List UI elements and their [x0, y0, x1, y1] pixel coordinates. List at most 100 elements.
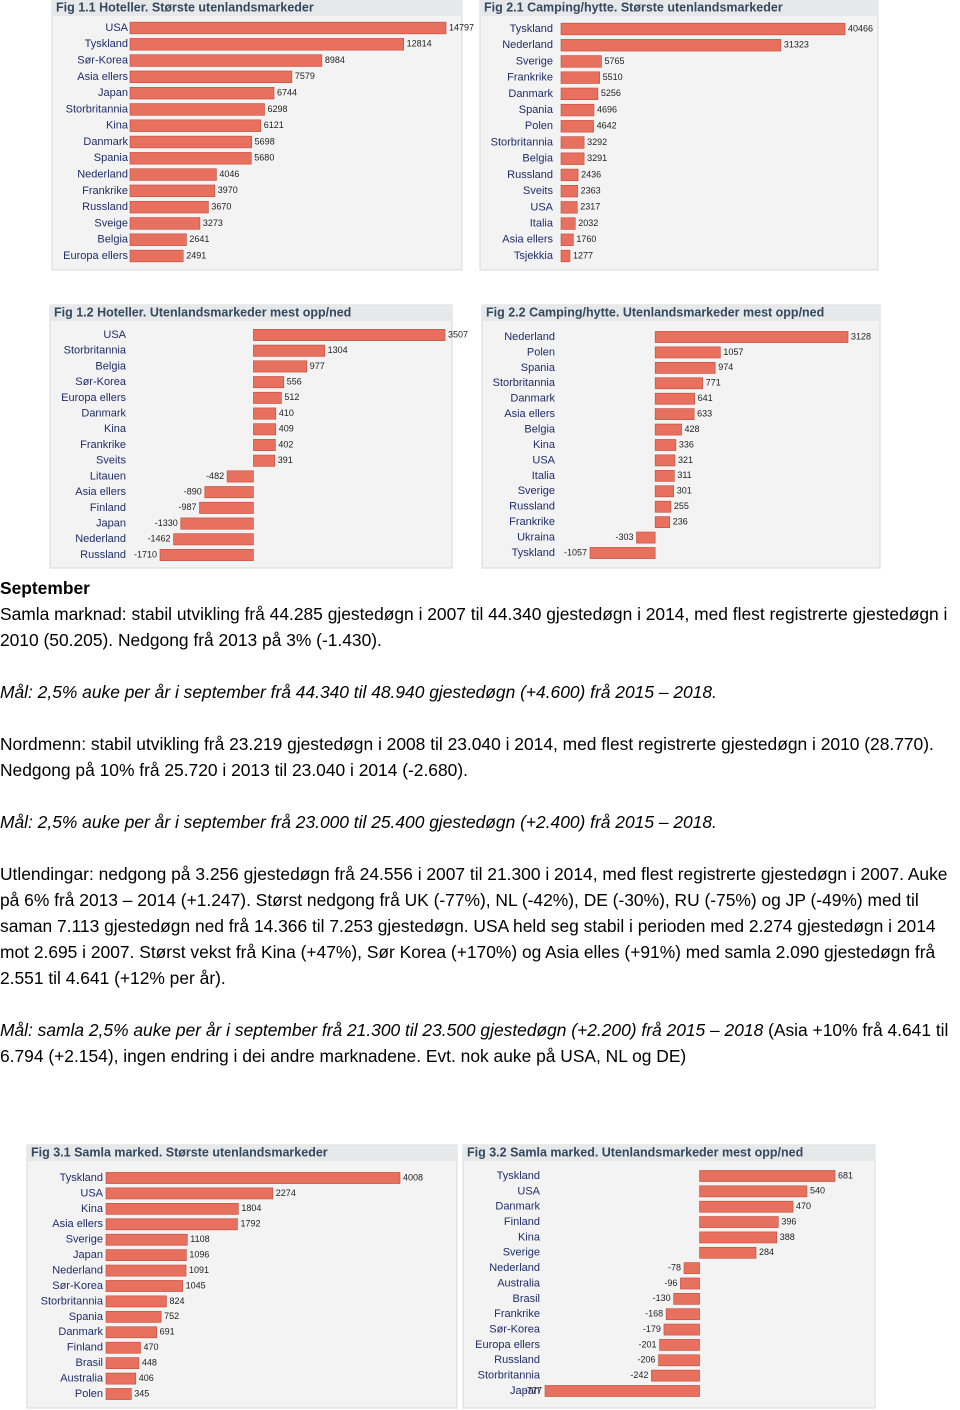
bar: [105, 1372, 137, 1385]
title-band: [463, 1145, 875, 1161]
bar: [105, 1295, 167, 1308]
value-label: 3292: [587, 137, 607, 147]
text-run: Utlendingar: nedgong på 3.256 gjestedøgn…: [0, 864, 948, 988]
value-label: -242: [630, 1370, 648, 1380]
value-label: 681: [838, 1170, 853, 1180]
category-label: Belgia: [95, 360, 126, 372]
text-run: Mål: 2,5% auke per år i september frå 23…: [0, 812, 717, 832]
category-label: Spania: [94, 152, 129, 164]
category-label: USA: [532, 454, 555, 466]
category-label: Italia: [530, 217, 554, 229]
value-label: 2363: [581, 186, 601, 196]
value-label: 771: [706, 378, 721, 388]
category-label: Belgia: [97, 234, 128, 246]
category-label: Danmark: [495, 1201, 540, 1213]
value-label: 3273: [203, 218, 223, 228]
value-label: 1057: [723, 347, 743, 357]
category-label: Nederland: [77, 168, 128, 180]
category-label: Australia: [497, 1277, 541, 1289]
category-label: Sverige: [66, 1234, 103, 1246]
bar: [105, 1388, 132, 1400]
chart: Fig 1.1 Hoteller. Største utenlandsmarke…: [51, 0, 474, 271]
text-run: Nordmenn: stabil utvikling frå 23.219 gj…: [0, 734, 934, 780]
category-label: Storbritannia: [478, 1370, 541, 1382]
chart: Fig 1.2 Hoteller. Utenlandsmarkeder mest…: [49, 304, 468, 569]
category-label: Kina: [518, 1231, 541, 1243]
paragraph: Mål: 2,5% auke per år i september frå 44…: [0, 679, 958, 705]
bar: [654, 516, 671, 528]
category-label: Tyskland: [497, 1170, 540, 1182]
value-label: -1057: [564, 547, 587, 557]
bar: [105, 1280, 183, 1292]
title-band: [27, 1145, 457, 1161]
value-label: -179: [643, 1324, 661, 1334]
title-band: [50, 305, 452, 321]
category-label: Asia ellers: [52, 1218, 103, 1230]
category-label: Danmark: [81, 407, 126, 419]
category-label: Russland: [507, 169, 553, 181]
bar: [560, 55, 602, 68]
value-label: 14797: [449, 22, 474, 32]
value-label: 391: [278, 455, 293, 465]
value-label: 1304: [328, 345, 348, 355]
value-label: 1108: [190, 1234, 209, 1244]
category-label: Brasil: [512, 1293, 540, 1305]
bar: [699, 1200, 794, 1213]
category-label: Tyskland: [60, 1172, 103, 1184]
bar: [654, 346, 721, 359]
chart: Fig 2.2 Camping/hytte. Utenlandsmarkeder…: [481, 304, 881, 569]
bar: [105, 1341, 141, 1354]
category-label: Russland: [509, 501, 555, 513]
value-label: 40466: [848, 23, 873, 33]
value-label: 691: [160, 1327, 175, 1337]
bar: [129, 86, 275, 100]
value-label: 5510: [603, 72, 623, 82]
value-label: 974: [718, 362, 733, 372]
category-label: Frankrike: [80, 439, 126, 451]
value-label: -96: [664, 1278, 677, 1288]
heading: September: [0, 578, 90, 598]
category-label: Belgia: [524, 423, 555, 435]
bar: [654, 392, 695, 405]
category-label: Kina: [106, 120, 129, 132]
chart: Fig 3.2 Samla marked. Utenlandsmarkeder …: [462, 1144, 876, 1409]
value-label: 1277: [573, 250, 593, 260]
bar: [699, 1231, 778, 1244]
bar: [699, 1185, 808, 1198]
text-run: Samla marknad: stabil utvikling frå 44.2…: [0, 604, 948, 650]
bar: [129, 233, 187, 246]
value-label: 5698: [255, 136, 275, 146]
category-label: Danmark: [508, 88, 553, 100]
bar: [560, 217, 576, 230]
value-label: 4046: [219, 169, 239, 179]
category-label: Nederland: [489, 1262, 540, 1274]
value-label: -1330: [155, 518, 178, 528]
bar: [129, 217, 201, 230]
value-label: -303: [615, 532, 633, 542]
category-label: Tsjekkia: [514, 250, 554, 262]
bar: [159, 549, 254, 561]
bar: [560, 233, 574, 246]
bar: [699, 1246, 757, 1259]
bar: [105, 1187, 274, 1200]
bar: [560, 136, 585, 149]
category-label: Kina: [81, 1203, 104, 1215]
paragraph: Mål: 2,5% auke per år i september frå 23…: [0, 809, 958, 835]
chart-title: Fig 1.1 Hoteller. Største utenlandsmarke…: [56, 0, 314, 14]
bar: [129, 200, 209, 214]
value-label: 448: [142, 1358, 157, 1368]
value-label: 556: [287, 377, 302, 387]
category-label: Asia ellers: [75, 486, 126, 498]
value-label: -201: [639, 1339, 657, 1349]
value-label: 255: [674, 501, 689, 511]
category-label: Europa ellers: [475, 1339, 540, 1351]
bar: [589, 547, 656, 559]
category-label: Spania: [521, 362, 556, 374]
bar: [105, 1311, 162, 1323]
bar: [253, 407, 277, 420]
category-label: Sveits: [96, 455, 126, 467]
value-label: 1804: [241, 1203, 261, 1213]
value-label: 3507: [448, 329, 468, 339]
bar: [654, 377, 703, 390]
